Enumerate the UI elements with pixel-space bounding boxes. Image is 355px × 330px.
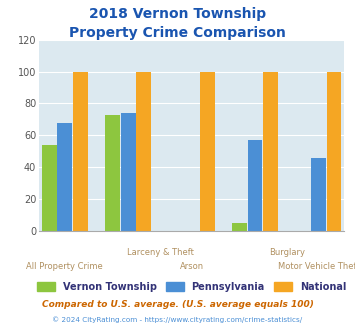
Text: All Property Crime: All Property Crime <box>27 262 103 271</box>
Text: © 2024 CityRating.com - https://www.cityrating.com/crime-statistics/: © 2024 CityRating.com - https://www.city… <box>53 317 302 323</box>
Text: Arson: Arson <box>180 262 204 271</box>
Text: 2018 Vernon Township: 2018 Vernon Township <box>89 7 266 20</box>
Bar <box>263 72 278 231</box>
Bar <box>311 158 326 231</box>
Text: Larceny & Theft: Larceny & Theft <box>126 248 193 257</box>
Bar <box>248 140 262 231</box>
Bar <box>200 72 214 231</box>
Legend: Vernon Township, Pennsylvania, National: Vernon Township, Pennsylvania, National <box>33 278 350 296</box>
Text: Compared to U.S. average. (U.S. average equals 100): Compared to U.S. average. (U.S. average … <box>42 300 313 309</box>
Bar <box>42 145 57 231</box>
Bar <box>105 115 120 231</box>
Bar <box>121 113 136 231</box>
Text: Burglary: Burglary <box>269 248 305 257</box>
Bar <box>73 72 88 231</box>
Bar <box>136 72 151 231</box>
Bar <box>58 122 72 231</box>
Text: Property Crime Comparison: Property Crime Comparison <box>69 26 286 40</box>
Bar <box>232 223 247 231</box>
Bar <box>327 72 342 231</box>
Text: Motor Vehicle Theft: Motor Vehicle Theft <box>278 262 355 271</box>
